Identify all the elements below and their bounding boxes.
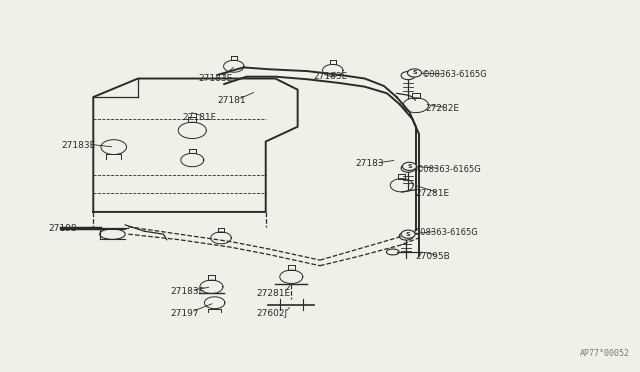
Text: S: S bbox=[406, 232, 410, 237]
Circle shape bbox=[403, 162, 417, 170]
Circle shape bbox=[408, 69, 422, 77]
Circle shape bbox=[401, 230, 415, 238]
Text: 27181F: 27181F bbox=[182, 113, 216, 122]
Text: 27095B: 27095B bbox=[416, 252, 451, 261]
Text: S: S bbox=[407, 164, 412, 169]
Text: 27198: 27198 bbox=[49, 224, 77, 233]
Text: AP77°00052: AP77°00052 bbox=[580, 349, 630, 358]
Text: ©08363-6165G: ©08363-6165G bbox=[422, 70, 488, 79]
Text: 27183E: 27183E bbox=[61, 141, 95, 150]
Text: 27183E: 27183E bbox=[170, 287, 204, 296]
Text: 27281E: 27281E bbox=[256, 289, 291, 298]
Text: 27281E: 27281E bbox=[416, 189, 450, 198]
Text: 27197: 27197 bbox=[170, 310, 198, 318]
Text: 27181: 27181 bbox=[218, 96, 246, 105]
Text: ©08363-6165G: ©08363-6165G bbox=[416, 165, 481, 174]
Text: 27282E: 27282E bbox=[426, 104, 460, 113]
Text: S: S bbox=[412, 70, 417, 76]
Text: ©08363-6165G: ©08363-6165G bbox=[413, 228, 478, 237]
Text: 27183E: 27183E bbox=[314, 72, 348, 81]
Text: 27602J: 27602J bbox=[256, 310, 287, 318]
Text: 27183: 27183 bbox=[355, 159, 384, 168]
Text: 27183E: 27183E bbox=[198, 74, 233, 83]
